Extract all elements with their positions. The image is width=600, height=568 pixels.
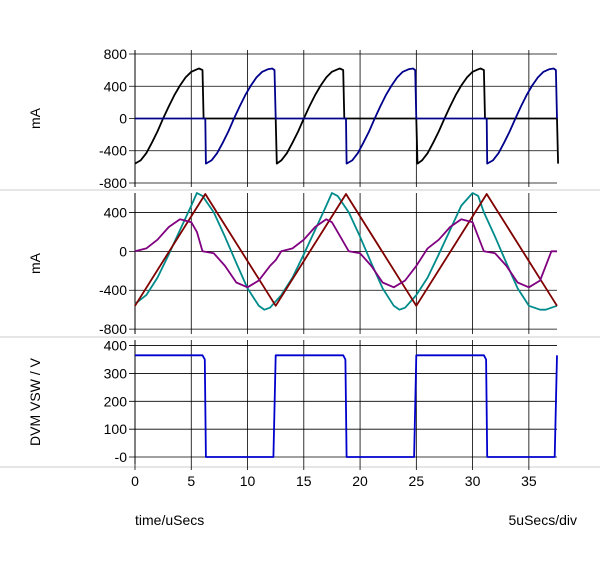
y-tick-label: 200	[104, 393, 128, 409]
panel-2: 400 0 -400 -800 mA	[0, 192, 600, 338]
series-line-2-2	[134, 193, 558, 307]
series-line-2-3	[134, 218, 557, 289]
series-line-1-1	[134, 67, 559, 165]
y-axis-label: mA	[27, 107, 43, 129]
x-axis-scale-label: 5uSecs/div	[509, 512, 577, 528]
y-tick-label: 0	[119, 111, 127, 127]
series-line-3-1	[135, 354, 558, 458]
x-tick-label: 10	[240, 473, 256, 489]
y-tick-label: 800	[104, 46, 128, 62]
series-line-1-2	[135, 67, 558, 165]
y-tick-label: -400	[99, 282, 127, 298]
y-tick-label: 400	[104, 78, 128, 94]
y-tick-label: 300	[104, 365, 128, 381]
y-tick-label: 100	[104, 421, 128, 437]
y-axis-label: DVM VSW / V	[27, 357, 43, 446]
panel-3: 400 300 200 100 -00 5 10 15 20 25 30 35 DVM VSW / V	[0, 338, 600, 489]
series-line-2-1	[134, 192, 558, 311]
y-tick-label: 0	[119, 243, 127, 259]
x-tick-label: 5	[187, 473, 195, 489]
y-tick-label: -800	[99, 175, 127, 191]
x-tick-label: 35	[521, 473, 537, 489]
x-axis-label: time/uSecs	[135, 512, 204, 528]
x-tick-label: 15	[296, 473, 312, 489]
x-tick-label: 25	[409, 473, 425, 489]
y-tick-label: -800	[99, 321, 127, 337]
y-tick-label: -400	[99, 143, 127, 159]
x-tick-label: 0	[131, 473, 139, 489]
x-tick-label: 20	[352, 473, 368, 489]
x-tick-label: 30	[465, 473, 481, 489]
y-axis-label: mA	[27, 252, 43, 274]
y-tick-label: 400	[104, 338, 128, 354]
y-tick-label: -0	[115, 449, 128, 465]
y-tick-label: 400	[104, 204, 128, 220]
panel-1: 800 400 0 -400 -800 mA	[0, 46, 600, 191]
